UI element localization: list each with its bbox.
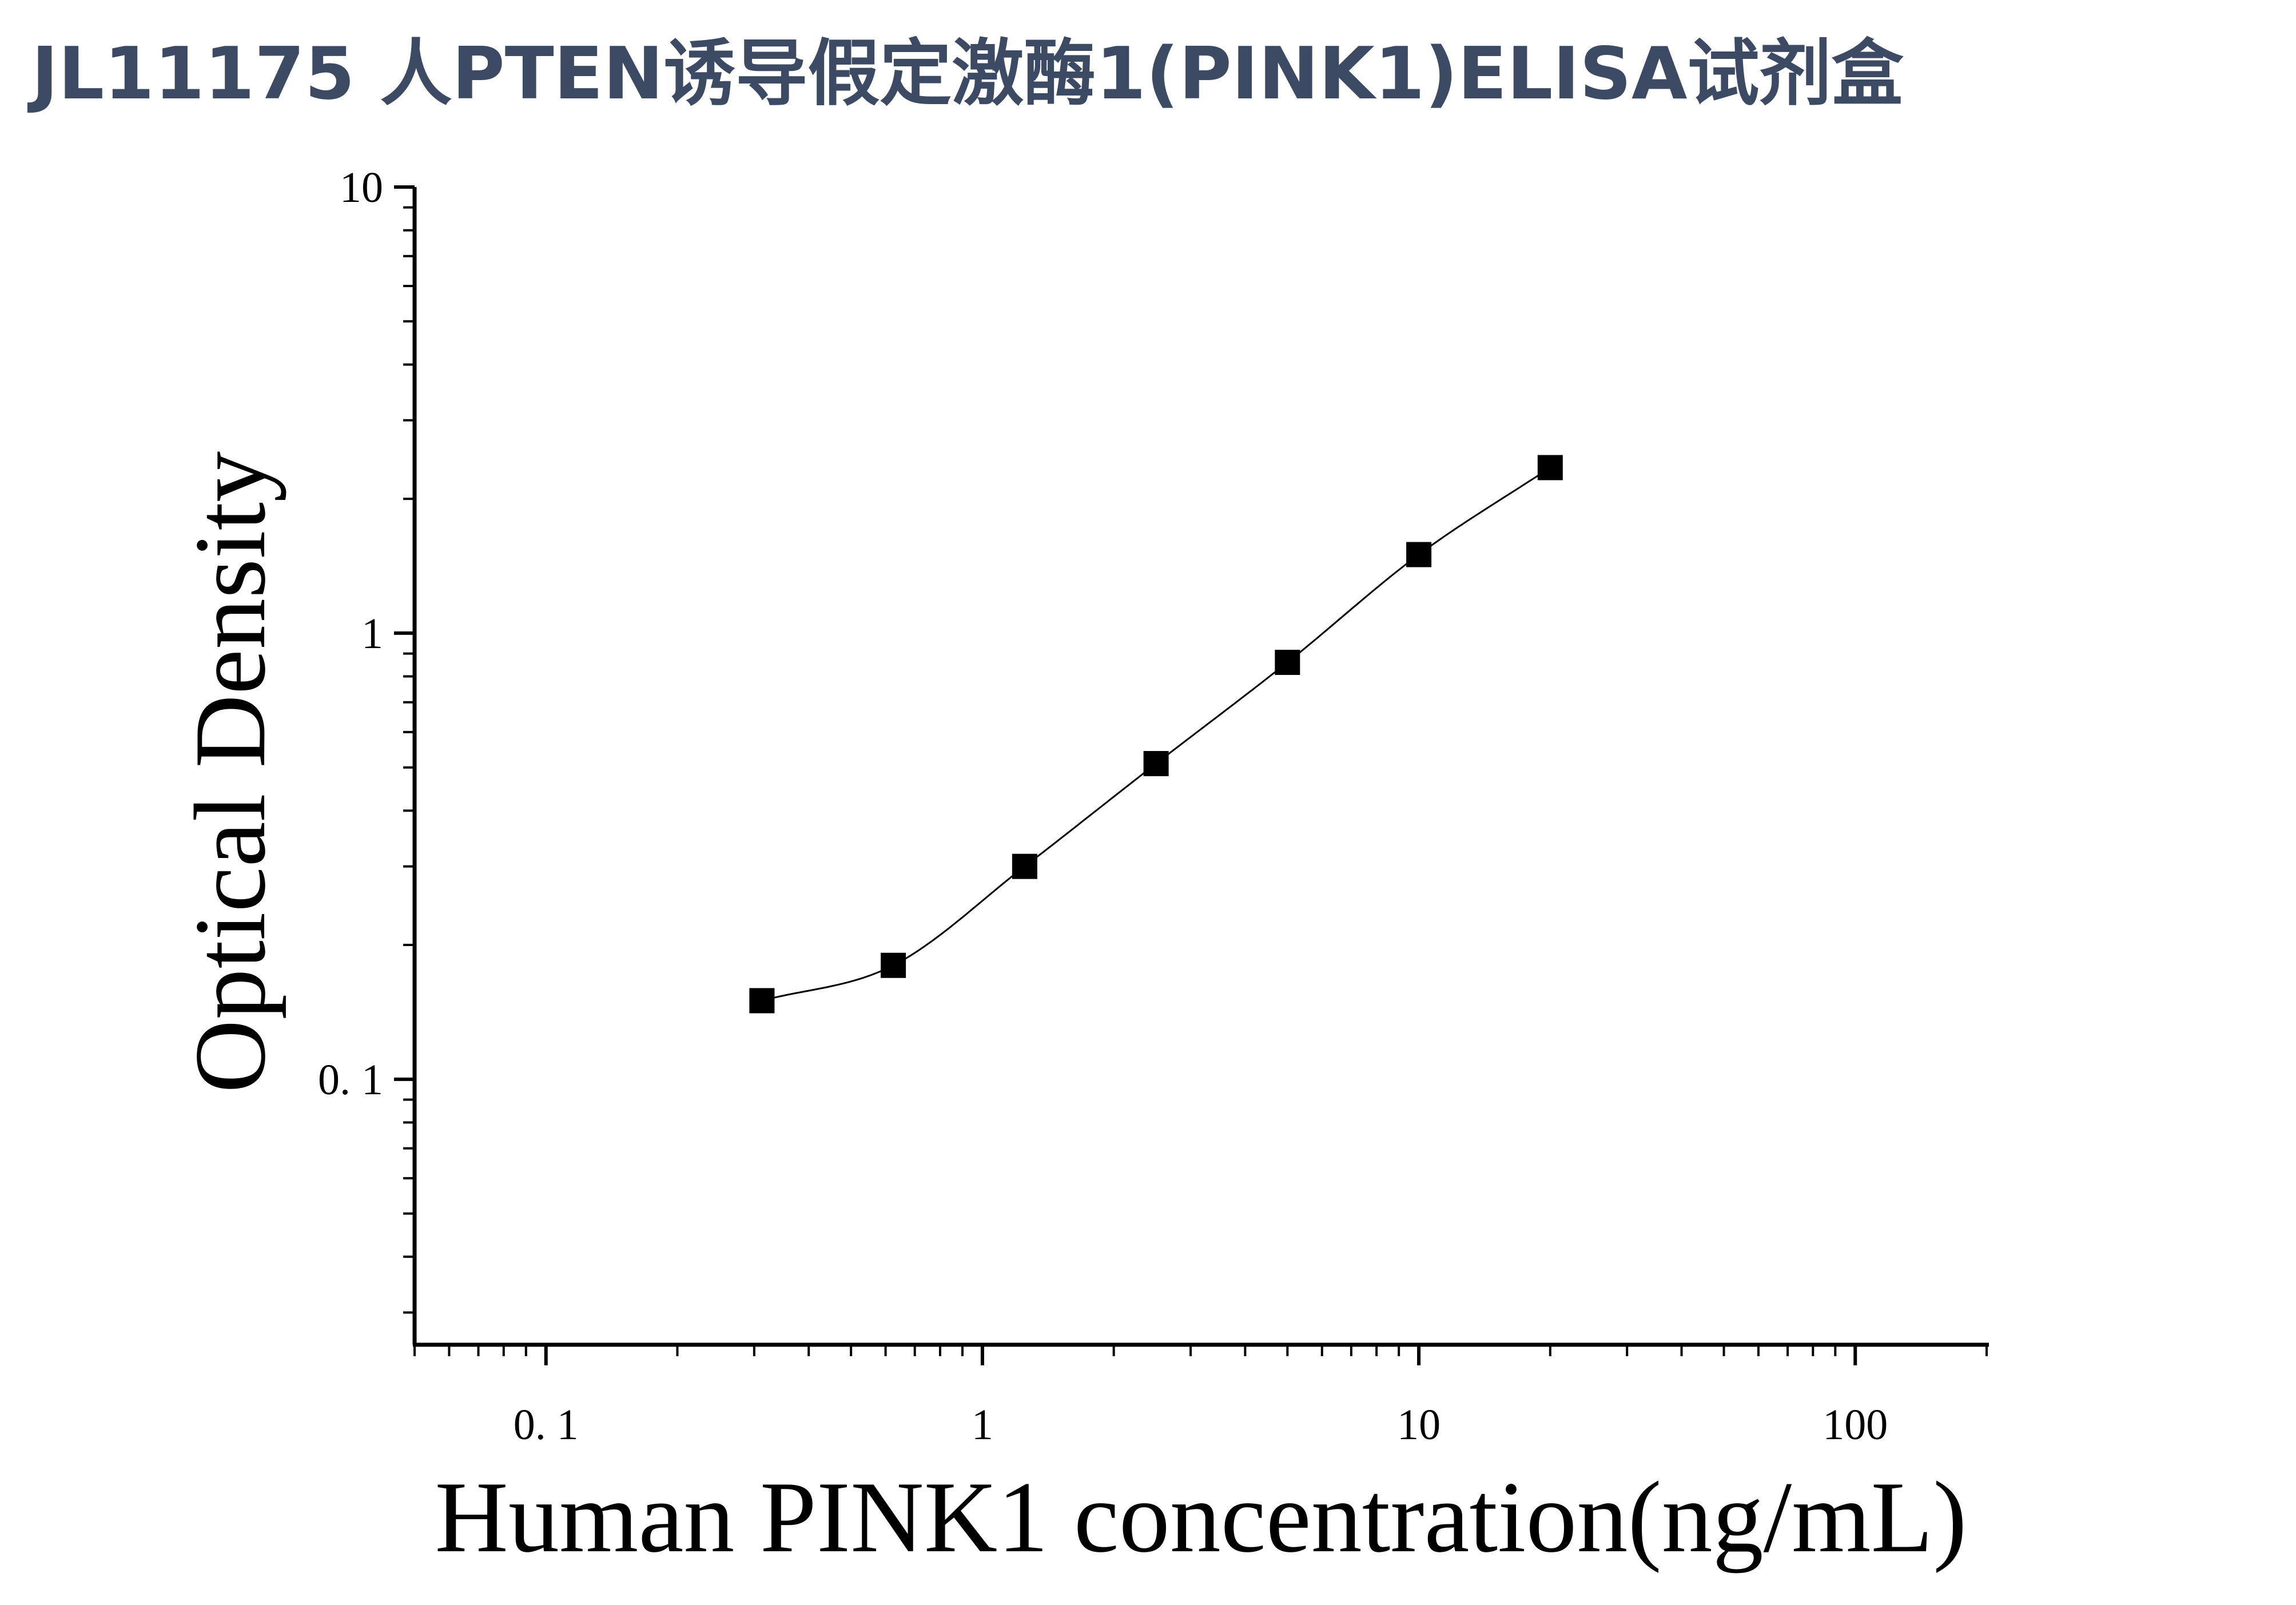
x-tick-label: 10 [1397,1401,1441,1449]
plot-area: 0. 1 1 10 100 0. 1 1 10 [318,164,1989,1449]
data-point [1143,750,1169,776]
x-axis-title: Human PINK1 concentration(ng/mL) [435,1460,1967,1574]
y-tick-label: 10 [340,164,383,212]
x-tick-label: 100 [1823,1401,1888,1449]
x-tick-label: 1 [972,1401,993,1449]
x-axis-ticks [413,1345,1988,1365]
data-point [749,988,775,1014]
y-axis-ticks [394,185,415,1314]
data-points [749,455,1563,1014]
data-point [881,952,906,978]
data-point [1012,853,1037,879]
x-axis-tick-labels: 0. 1 1 10 100 [514,1401,1888,1449]
x-tick-label: 0. 1 [514,1401,579,1449]
data-point [1275,649,1300,675]
data-point [1537,455,1563,480]
chart-title: JL11175 人PTEN诱导假定激酶1(PINK1)ELISA试剂盒 [27,31,1904,116]
y-tick-label: 1 [361,610,383,658]
data-point [1406,542,1432,567]
y-axis-tick-labels: 0. 1 1 10 [318,164,383,1104]
y-axis-title: Optical Density [173,451,286,1093]
y-tick-label: 0. 1 [318,1056,383,1104]
